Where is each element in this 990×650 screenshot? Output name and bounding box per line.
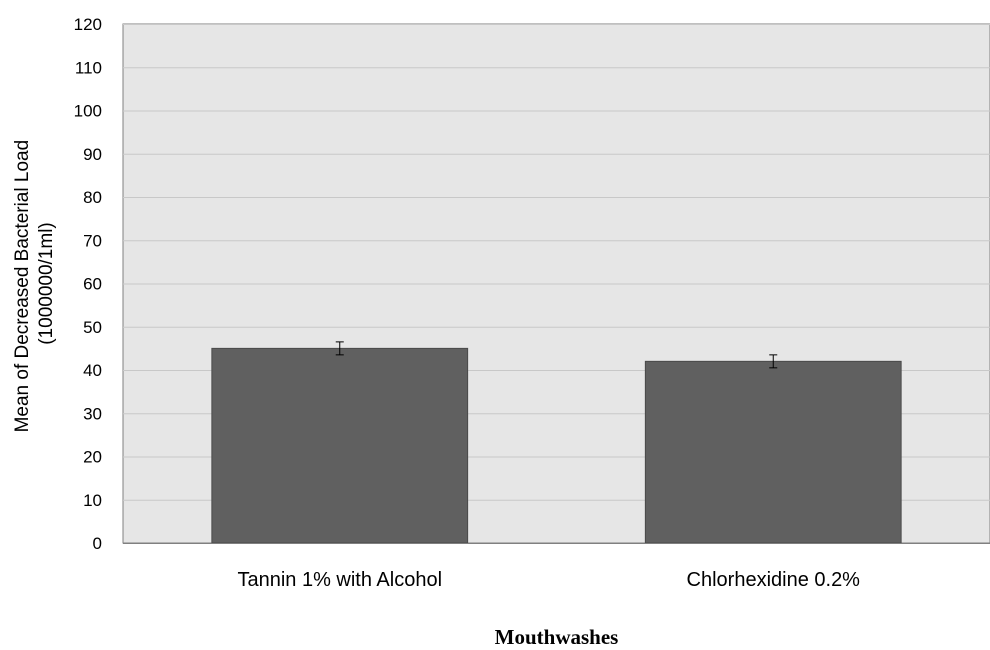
y-tick-label: 30 [83, 404, 102, 423]
error-bar [769, 354, 778, 369]
x-axis-label: Mouthwashes [495, 625, 619, 649]
y-axis-label-line2: (1000000/1ml) [36, 222, 57, 345]
y-axis-label: Mean of Decreased Bacterial Load (100000… [12, 135, 57, 433]
y-tick-label: 40 [83, 361, 102, 380]
x-tick-label: Tannin 1% with Alcohol [237, 569, 442, 591]
y-tick-label: 20 [83, 448, 102, 467]
y-tick-label: 70 [83, 231, 102, 250]
y-tick-label: 80 [83, 188, 102, 207]
y-tick-label: 100 [74, 102, 102, 121]
y-tick-label: 10 [83, 491, 102, 510]
y-tick-label: 120 [74, 15, 102, 34]
bar [644, 360, 902, 544]
bar [211, 347, 469, 544]
y-tick-labels: 0 10 20 30 40 50 60 70 80 90 100 110 120 [74, 15, 102, 553]
bars [211, 347, 902, 544]
y-axis-label-line1: Mean of Decreased Bacterial Load [12, 140, 33, 433]
y-tick-label: 110 [75, 58, 102, 77]
y-tick-label: 60 [83, 275, 102, 294]
y-tick-label: 90 [83, 145, 102, 164]
error-bars [335, 341, 778, 369]
x-tick-labels: Tannin 1% with Alcohol Chlorhexidine 0.2% [237, 569, 860, 591]
y-tick-label: 0 [93, 534, 102, 553]
y-tick-label: 50 [83, 318, 102, 337]
error-bar [335, 341, 344, 356]
x-tick-label: Chlorhexidine 0.2% [687, 569, 861, 591]
